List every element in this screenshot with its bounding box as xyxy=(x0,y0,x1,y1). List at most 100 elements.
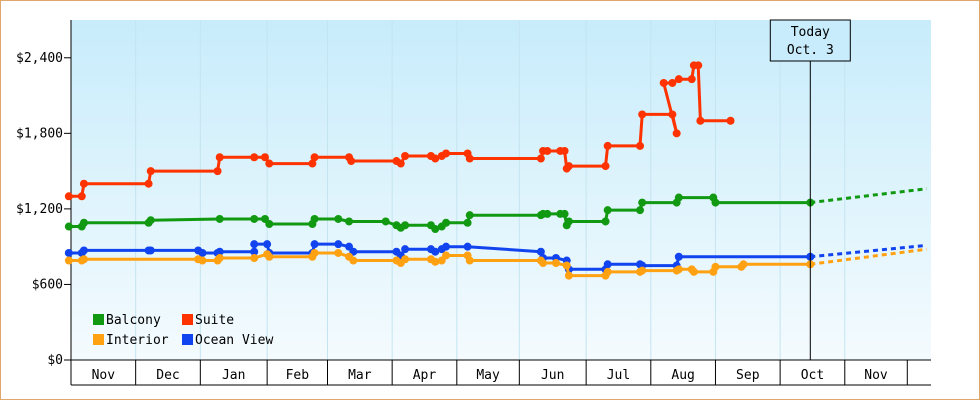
data-point-suite xyxy=(638,110,647,119)
data-point-suite xyxy=(687,75,696,84)
data-point-ocean-view xyxy=(334,240,343,249)
data-point-suite xyxy=(401,152,410,160)
data-point-interior xyxy=(603,267,612,276)
data-point-suite xyxy=(442,149,451,158)
month-label-dec: Dec xyxy=(156,368,179,383)
y-tick-label: $0 xyxy=(47,353,63,368)
data-point-balcony xyxy=(564,217,573,226)
month-label-nov: Nov xyxy=(92,368,116,383)
data-point-ocean-view xyxy=(146,246,155,255)
data-point-suite xyxy=(64,192,73,201)
data-point-balcony xyxy=(215,214,224,223)
data-point-suite xyxy=(260,153,269,162)
y-tick-label: $600 xyxy=(32,277,63,292)
data-point-interior xyxy=(638,266,647,275)
data-point-ocean-view xyxy=(215,247,224,256)
month-grid xyxy=(135,20,846,360)
data-point-interior xyxy=(265,252,274,261)
data-point-interior xyxy=(401,255,410,264)
data-point-ocean-view xyxy=(64,248,73,257)
series-balcony xyxy=(64,187,927,234)
today-label-line1: Today xyxy=(791,25,830,40)
data-point-balcony xyxy=(636,206,645,215)
legend-label-balcony: Balcony xyxy=(106,313,161,328)
data-point-balcony xyxy=(601,217,610,226)
data-point-interior xyxy=(442,251,451,260)
month-label-oct: Oct xyxy=(801,368,824,383)
month-label-mar: Mar xyxy=(348,368,372,383)
plot-background xyxy=(71,20,931,360)
data-point-suite xyxy=(694,61,703,70)
data-point-balcony xyxy=(79,218,88,227)
legend-label-interior: Interior xyxy=(106,333,169,348)
month-label-jun: Jun xyxy=(541,368,564,383)
legend-label-ocean-view: Ocean View xyxy=(195,333,273,348)
data-point-suite xyxy=(543,146,552,155)
legend-label-suite: Suite xyxy=(195,313,234,328)
data-point-suite xyxy=(564,162,573,171)
data-point-balcony xyxy=(603,206,612,215)
data-point-interior xyxy=(250,254,259,262)
data-point-suite xyxy=(308,159,317,168)
data-point-interior xyxy=(562,261,571,270)
data-point-interior xyxy=(551,259,560,268)
data-point-ocean-view xyxy=(198,248,207,257)
data-point-interior xyxy=(711,262,720,271)
month-label-jan: Jan xyxy=(222,368,245,383)
data-point-balcony xyxy=(674,193,683,202)
data-point-suite xyxy=(560,146,569,155)
data-point-suite xyxy=(465,154,474,163)
data-point-balcony xyxy=(401,221,410,230)
data-point-ocean-view xyxy=(674,252,683,261)
data-point-suite xyxy=(668,78,677,87)
data-point-interior xyxy=(674,265,683,274)
x-axis: Nov Dec Jan Feb Mar Apr May Jun Jul Aug Sep Oct Nov xyxy=(70,359,931,386)
series-projection-interior xyxy=(810,247,927,266)
data-point-balcony xyxy=(638,198,647,207)
data-point-balcony xyxy=(265,220,274,228)
data-point-suite xyxy=(213,167,222,176)
data-point-ocean-view xyxy=(250,247,259,256)
data-point-interior xyxy=(431,257,440,266)
data-point-interior xyxy=(79,255,88,264)
data-point-suite xyxy=(215,153,224,162)
data-point-suite xyxy=(79,179,88,188)
today-marker: Today Oct. 3 xyxy=(769,19,851,360)
data-point-suite xyxy=(603,141,612,150)
data-point-balcony xyxy=(64,222,73,231)
month-label-aug: Aug xyxy=(671,368,694,383)
legend: Balcony Suite Interior Ocean View xyxy=(93,313,273,348)
series-layer xyxy=(64,61,927,280)
y-tick-label: $1,200 xyxy=(16,202,63,217)
data-point-ocean-view xyxy=(536,247,545,256)
data-point-balcony xyxy=(250,214,259,223)
data-point-ocean-view xyxy=(463,242,472,251)
series-interior xyxy=(64,247,927,280)
data-point-balcony xyxy=(465,211,474,220)
data-point-interior xyxy=(215,254,224,262)
month-label-may: May xyxy=(476,368,500,383)
data-point-interior xyxy=(64,256,73,265)
y-tick-label: $2,400 xyxy=(16,51,63,66)
data-point-balcony xyxy=(711,198,720,207)
y-tick-label: $1,800 xyxy=(16,126,63,141)
today-label-box xyxy=(769,19,851,62)
data-point-suite xyxy=(77,192,86,201)
legend-swatch-interior xyxy=(93,334,104,345)
data-point-interior xyxy=(465,256,474,265)
data-point-ocean-view xyxy=(442,242,451,251)
data-point-suite xyxy=(636,141,645,150)
month-label-nov: Nov xyxy=(864,368,888,383)
data-point-interior xyxy=(349,256,358,265)
legend-swatch-suite xyxy=(182,314,193,325)
series-suite xyxy=(64,61,735,201)
today-label-line2: Oct. 3 xyxy=(787,43,834,58)
data-point-balcony xyxy=(334,214,343,223)
data-point-balcony xyxy=(560,209,569,218)
data-point-suite xyxy=(396,159,405,168)
data-point-suite xyxy=(659,78,668,87)
month-label-apr: Apr xyxy=(413,368,437,383)
legend-swatch-balcony xyxy=(93,314,104,325)
month-label-sep: Sep xyxy=(736,368,760,383)
